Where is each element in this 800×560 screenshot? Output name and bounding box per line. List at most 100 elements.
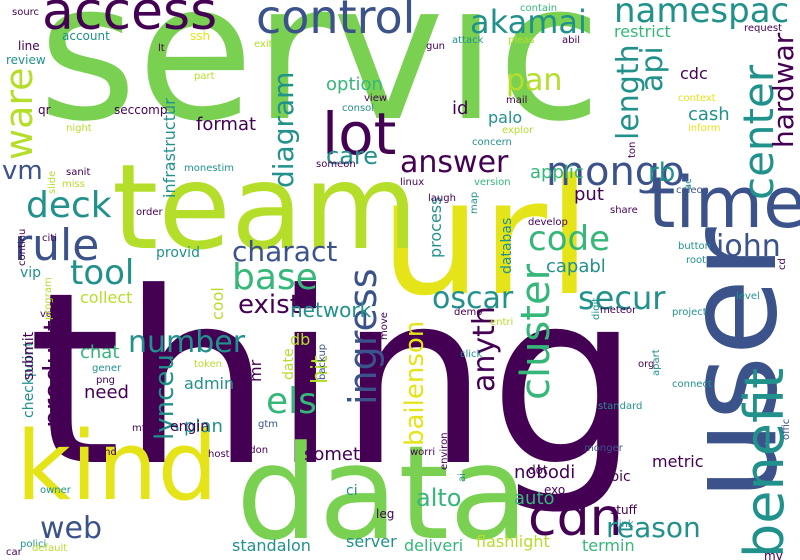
cloud-word: polici	[20, 539, 47, 550]
cloud-word: ci	[346, 483, 358, 499]
cloud-word: bailenson	[400, 320, 430, 446]
cloud-word: concern	[472, 137, 512, 148]
cloud-word: pan	[506, 63, 563, 98]
cloud-word: account	[62, 29, 110, 43]
cloud-word: ingress	[341, 268, 385, 405]
cloud-word: oscar	[432, 281, 514, 316]
cloud-word: exo	[544, 483, 566, 497]
cloud-word: id	[452, 98, 469, 119]
cloud-word: hardwar	[767, 32, 800, 148]
cloud-word: cd	[777, 258, 788, 270]
cloud-word: admin	[184, 374, 235, 393]
cloud-word: standard	[598, 401, 643, 412]
cloud-word: capabl	[546, 256, 606, 277]
cloud-word: rule	[14, 220, 100, 271]
cloud-word: option	[326, 74, 383, 95]
cloud-word: reason	[606, 511, 701, 544]
cloud-word: entri	[490, 317, 514, 328]
cloud-word: deck	[26, 185, 112, 226]
cloud-word: explor	[502, 125, 534, 136]
cloud-word: cdn	[528, 488, 623, 548]
cloud-word: monestim	[184, 163, 234, 174]
cloud-word: restrict	[614, 22, 671, 41]
cloud-word: root	[686, 255, 707, 266]
cloud-word: cdc	[680, 64, 708, 83]
cloud-word: owner	[40, 485, 71, 496]
cloud-word: demo	[454, 307, 483, 318]
cloud-word: lot	[322, 100, 397, 168]
cloud-word: gun	[426, 41, 446, 52]
cloud-word: contain	[520, 3, 558, 14]
cloud-word: ai	[457, 473, 468, 482]
cloud-word: applic	[530, 162, 584, 183]
cloud-word: mv	[764, 549, 783, 560]
cloud-word: context	[678, 93, 716, 104]
cloud-word: token	[194, 359, 222, 370]
cloud-word: review	[6, 53, 46, 67]
cloud-word: qr	[38, 103, 51, 117]
cloud-word: deliveri	[404, 536, 464, 555]
cloud-word: collect	[80, 288, 133, 307]
cloud-word: engin	[170, 419, 210, 435]
cloud-word: gener	[92, 363, 122, 374]
cloud-word: alto	[416, 484, 462, 512]
cloud-word: end	[98, 447, 117, 458]
cloud-word: product	[37, 320, 70, 428]
cloud-word: sourc	[12, 7, 40, 18]
cloud-word: leg	[376, 507, 395, 521]
cloud-word: environ	[439, 432, 450, 470]
cloud-word: exit	[254, 39, 273, 50]
cloud-word: digit	[591, 297, 602, 320]
cloud-word: control	[256, 0, 416, 44]
cloud-word: backup	[317, 343, 328, 380]
cloud-word: namespac	[614, 0, 790, 31]
cloud-word: vehicl	[40, 309, 70, 320]
cloud-word: landon	[234, 445, 269, 456]
cloud-word: number	[128, 325, 246, 360]
cloud-word: standalon	[232, 536, 311, 555]
cloud-word: els	[266, 381, 317, 422]
cloud-word: png	[96, 375, 116, 386]
cloud-word: request	[744, 23, 783, 34]
cloud-word: gtm	[258, 419, 279, 430]
cloud-word: john	[716, 229, 781, 264]
cloud-word: click	[460, 349, 483, 360]
cloud-word: laugh	[428, 193, 456, 204]
cloud-word: servic	[38, 0, 602, 163]
cloud-word: map	[469, 191, 480, 214]
cloud-word: connect	[672, 379, 712, 390]
cloud-word: citi	[42, 233, 57, 244]
cloud-word: miss	[62, 179, 85, 190]
cloud-word: inform	[688, 123, 721, 134]
cloud-word: default	[32, 543, 68, 554]
cloud-word: mail	[506, 95, 528, 106]
cloud-word: level	[736, 291, 760, 302]
cloud-word: chat	[80, 342, 120, 363]
cloud-word: abil	[562, 35, 581, 46]
cloud-word: view	[364, 93, 388, 104]
cloud-word: mongo	[546, 149, 685, 195]
cloud-word: continu	[17, 228, 28, 266]
cloud-word: akamai	[470, 3, 587, 41]
cloud-word: kind	[16, 412, 218, 522]
cloud-word: databas	[499, 217, 515, 274]
cloud-word: consol	[342, 103, 375, 114]
cloud-word: version	[474, 177, 511, 188]
cloud-word: sanit	[66, 167, 91, 178]
cloud-word: attack	[452, 35, 484, 46]
cloud-word: someth	[304, 444, 372, 465]
cloud-word: car	[6, 547, 22, 558]
cloud-word: secur	[578, 279, 666, 317]
cloud-word: pleas	[508, 35, 535, 46]
cloud-word: flashlight	[476, 532, 550, 551]
cloud-word: care	[326, 142, 379, 170]
cloud-word: diagram	[267, 71, 300, 188]
cloud-word: thing	[28, 242, 641, 519]
cloud-word: base	[232, 257, 318, 298]
cloud-word: db	[290, 330, 311, 349]
cloud-word: submit	[21, 331, 37, 380]
cloud-word: move	[379, 312, 390, 340]
cloud-word: program	[43, 277, 54, 320]
cloud-word: charact	[232, 235, 338, 268]
